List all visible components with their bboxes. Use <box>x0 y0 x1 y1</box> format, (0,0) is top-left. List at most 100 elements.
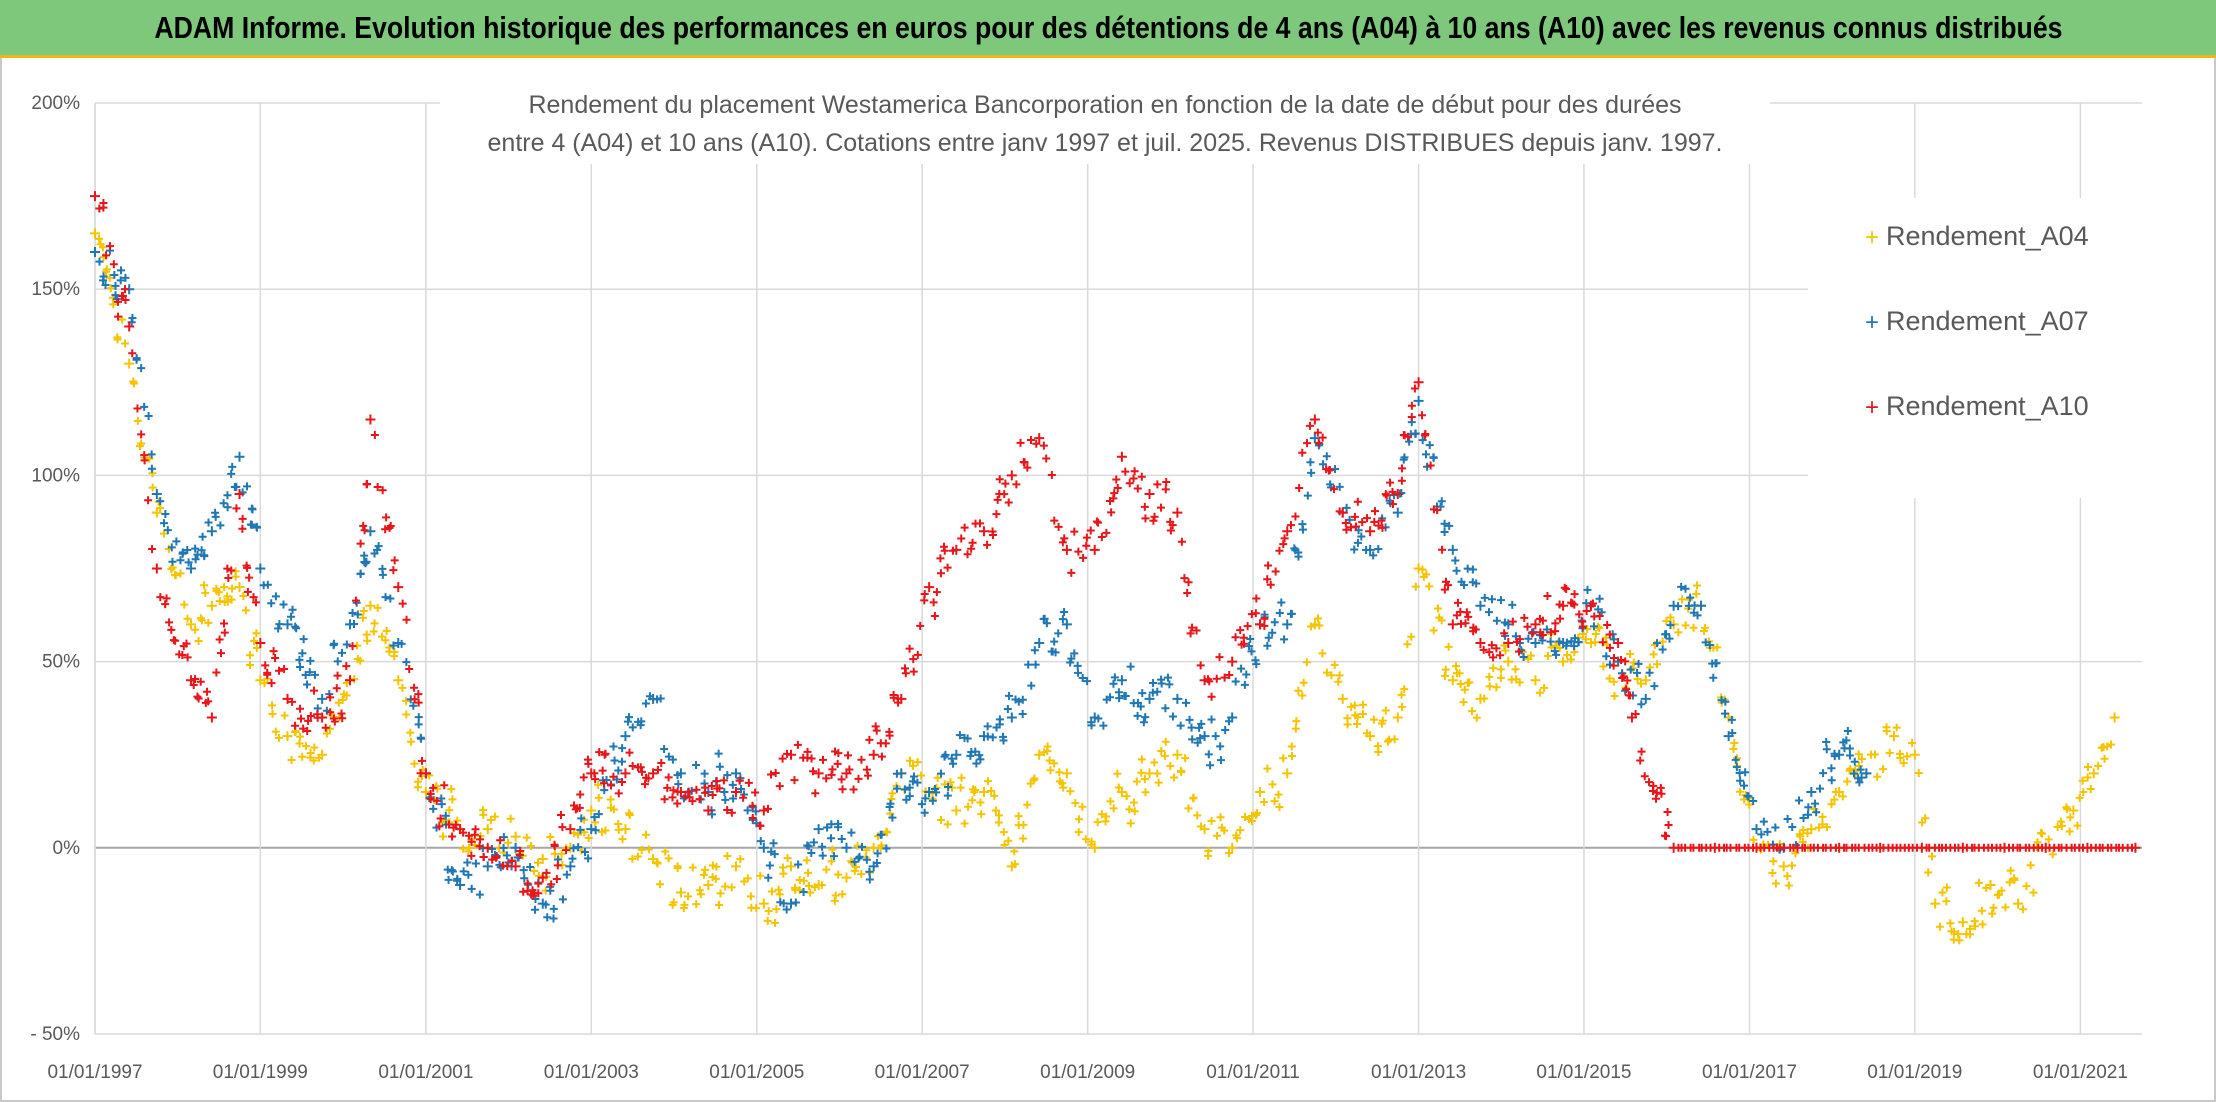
data-point-density <box>1343 714 1352 723</box>
data-point-density <box>1799 814 1808 823</box>
data-point-density <box>1260 797 1269 806</box>
y-tick-label: 200% <box>31 93 80 114</box>
data-point-density <box>930 784 939 793</box>
data-point-density <box>348 608 357 617</box>
data-point <box>730 768 741 779</box>
data-point-density <box>1658 645 1667 654</box>
data-point-density <box>1589 622 1598 631</box>
data-point-density <box>291 622 300 631</box>
legend: + Rendement_A04 + Rendement_A07 + Rendem… <box>1865 221 2089 421</box>
data-point-density <box>975 751 984 760</box>
data-point-density <box>707 782 716 791</box>
data-point-density <box>782 905 791 914</box>
data-point-density <box>1471 625 1480 634</box>
data-point-density <box>475 842 484 851</box>
data-point <box>1365 544 1376 555</box>
data-point-density <box>1626 649 1635 658</box>
data-point-density <box>447 784 456 793</box>
data-point-density <box>1492 616 1501 625</box>
data-point-density <box>1721 697 1730 706</box>
data-point-density <box>1287 752 1296 761</box>
data-point-density <box>1662 832 1671 841</box>
data-point-density <box>1149 679 1158 688</box>
data-point-density <box>850 857 859 866</box>
data-point-density <box>2006 866 2015 875</box>
data-point-density <box>109 260 118 269</box>
data-point-density <box>1137 768 1146 777</box>
data-point-density <box>1583 585 1592 594</box>
data-point-density <box>459 828 468 837</box>
data-point-density <box>1132 777 1141 786</box>
data-point-density <box>1157 746 1166 755</box>
data-point-density <box>1621 657 1630 666</box>
data-point-density <box>1783 814 1792 823</box>
data-point-density <box>1058 779 1067 788</box>
data-point-density <box>1313 428 1322 437</box>
data-point <box>1530 675 1541 686</box>
data-point-density <box>883 828 892 837</box>
data-point-density <box>2086 785 2095 794</box>
data-point-density <box>653 859 662 868</box>
data-point-density <box>1617 656 1626 665</box>
data-point-density <box>2048 850 2057 859</box>
data-point-density <box>441 811 450 820</box>
data-point-density <box>865 867 874 876</box>
data-point-density <box>1247 647 1256 656</box>
data-point-density <box>1268 628 1277 637</box>
data-point-density <box>1094 518 1103 527</box>
data-point-density <box>1252 594 1261 603</box>
data-point-density <box>114 312 123 321</box>
data-point-density <box>1138 689 1147 698</box>
data-point-density <box>1437 497 1446 506</box>
data-point-density <box>727 808 736 817</box>
data-point-density <box>1381 490 1390 499</box>
data-point-density <box>804 842 813 851</box>
data-point-density <box>1275 609 1284 618</box>
data-point-density <box>549 914 558 923</box>
data-point-density <box>145 454 154 463</box>
data-point-density <box>1570 600 1579 609</box>
data-point-density <box>850 866 859 875</box>
data-point-density <box>1357 532 1366 541</box>
data-point-density <box>194 636 203 645</box>
data-point-density <box>2100 754 2109 763</box>
data-point-density <box>363 636 372 645</box>
data-point-density <box>1479 645 1488 654</box>
data-point-density <box>95 234 104 243</box>
data-point-density <box>2044 835 2053 844</box>
data-point-density <box>1551 619 1560 628</box>
data-point-density <box>1977 906 1986 915</box>
data-point-density <box>1125 805 1134 814</box>
data-point-density <box>1029 776 1038 785</box>
data-point <box>282 693 293 704</box>
data-point-density <box>303 680 312 689</box>
data-point-density <box>1153 687 1162 696</box>
data-point-density <box>1485 672 1494 681</box>
data-point-density <box>1485 648 1494 657</box>
data-point-density <box>2107 740 2116 749</box>
data-point-density <box>688 797 697 806</box>
data-point-density <box>1109 804 1118 813</box>
data-point <box>345 675 356 686</box>
data-point-density <box>598 766 607 775</box>
data-point <box>1034 433 1045 444</box>
data-point-density <box>200 581 209 590</box>
data-point-density <box>827 820 836 829</box>
data-point-density <box>569 844 578 853</box>
data-point-density <box>360 526 369 535</box>
data-point <box>1530 619 1541 630</box>
data-point-density <box>1508 617 1517 626</box>
data-point-density <box>552 874 561 883</box>
data-point-density <box>1664 821 1673 830</box>
data-point-density <box>280 664 289 673</box>
data-point-density <box>1661 630 1670 639</box>
data-point <box>1255 786 1266 797</box>
report-banner: ADAM Informe. Evolution historique des p… <box>0 0 2216 58</box>
data-point-density <box>1811 799 1820 808</box>
data-point-density <box>1358 518 1367 527</box>
data-point-density <box>845 765 854 774</box>
data-point <box>1089 544 1100 555</box>
series-a04 <box>90 228 2120 945</box>
data-point <box>1365 731 1376 742</box>
data-point-density <box>414 713 423 722</box>
